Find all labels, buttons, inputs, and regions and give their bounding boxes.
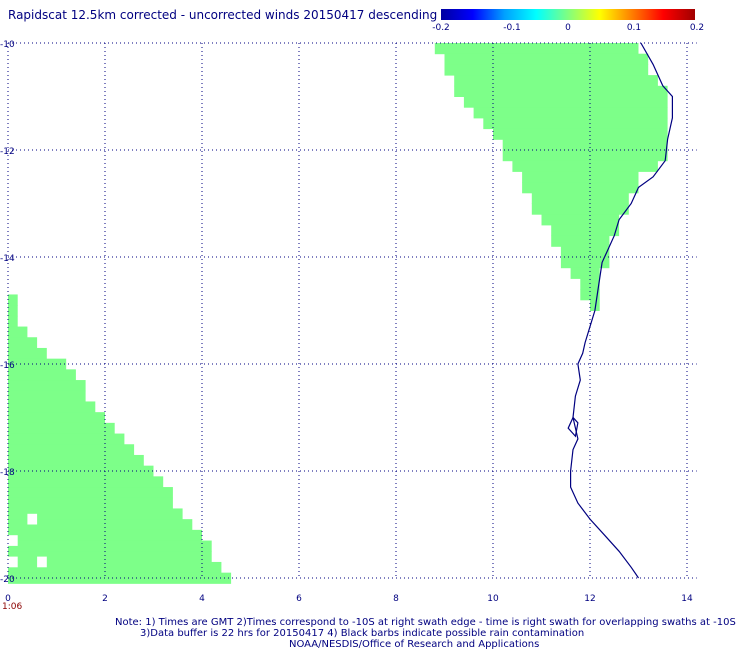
grid-lines	[7, 42, 697, 579]
coastline	[570, 42, 673, 579]
swath-gap-cell	[8, 535, 18, 546]
x-tick-label: 4	[199, 594, 205, 604]
swath-cell-row	[580, 289, 600, 301]
swath-cell-row	[8, 412, 105, 424]
swath-cell-row	[444, 53, 649, 65]
swath-cell-row	[560, 257, 610, 269]
swath-cell-row	[434, 43, 639, 55]
x-tick-labels: 0 2 4 6 8 10 12 14	[5, 594, 693, 604]
swath-cell-row	[8, 551, 212, 563]
swath-cell-row	[590, 299, 600, 311]
swath-cell-row	[8, 294, 18, 306]
wind-swaths	[8, 43, 668, 584]
colorbar-tick-label: -0.1	[503, 23, 521, 33]
swath-cell-row	[8, 337, 38, 349]
swath-cell-row	[8, 487, 173, 499]
swath-cell-row	[502, 139, 668, 151]
swath-cell-row	[8, 540, 212, 552]
swath-cell-row	[8, 561, 222, 574]
swath-cell-row	[8, 305, 18, 317]
y-tick-label: -10	[0, 40, 15, 50]
note-line-2: 3)Data buffer is 22 hrs for 20150417 4) …	[140, 628, 584, 639]
swath-cell-row	[8, 444, 135, 456]
x-tick-label: 0	[5, 594, 11, 604]
swath-cell-row	[541, 214, 620, 226]
y-tick-label: -12	[0, 147, 15, 157]
swath-cell-row	[454, 75, 658, 87]
swath-cell-row	[531, 203, 629, 215]
colorbar-gradient	[441, 9, 695, 20]
x-tick-label: 2	[102, 594, 108, 604]
colorbar-tick-label: -0.2	[432, 23, 450, 33]
note-line-1: Note: 1) Times are GMT 2)Times correspon…	[115, 617, 736, 628]
colorbar	[441, 9, 695, 20]
note-line-3: NOAA/NESDIS/Office of Research and Appli…	[289, 639, 539, 650]
swath-cell-row	[8, 476, 164, 488]
swath-cell-row	[522, 171, 639, 183]
swath-cell-row	[493, 128, 668, 140]
x-tick-label: 10	[487, 594, 499, 604]
x-tick-label: 8	[393, 594, 399, 604]
swath-cell-row	[512, 160, 658, 172]
swath-cell-row	[8, 326, 28, 338]
swath-cell-row	[8, 347, 47, 360]
colorbar-tick-label: 0	[565, 23, 571, 33]
colorbar-tick-label: 0.1	[627, 23, 641, 33]
colorbar-tick-label: 0.2	[690, 23, 704, 33]
colorbar-tick-labels: -0.2 -0.1 0 0.1 0.2	[432, 23, 704, 33]
swath-gap-cell	[8, 556, 18, 568]
swath-cell-row	[473, 107, 668, 119]
swath-cell-row	[8, 497, 173, 509]
y-tick-label: -20	[0, 575, 15, 585]
swath-cell-row	[8, 422, 115, 435]
coastline-inlet	[567, 416, 579, 438]
swath-gap-cell	[37, 556, 47, 568]
x-tick-label: 6	[296, 594, 302, 604]
swath-cell-row	[8, 369, 76, 381]
x-tick-label: 14	[681, 594, 693, 604]
swath-cell-row	[8, 401, 96, 413]
swath-cell-row	[551, 224, 620, 237]
swath-cell-row	[8, 433, 125, 445]
swath-cell-row	[8, 358, 67, 370]
swath-gap-cell	[27, 513, 38, 525]
swath-cell-row	[8, 315, 18, 328]
swath-time-label: 1:06	[2, 602, 22, 612]
swath-cell-row	[8, 519, 193, 531]
swath-cell-row	[522, 182, 639, 194]
y-tick-label: -14	[0, 254, 15, 264]
swath-cell-row	[560, 246, 610, 258]
swath-cell-row	[454, 85, 668, 97]
swath-cell-row	[502, 150, 668, 162]
swath-cell-row	[483, 117, 668, 130]
swath-cell-row	[444, 64, 649, 76]
swath-cell-row	[8, 380, 86, 392]
swath-cell-row	[531, 192, 629, 204]
y-tick-label: -18	[0, 468, 15, 478]
swath-cell-row	[570, 267, 600, 279]
swath-cell-row	[8, 390, 86, 402]
swath-cell-row	[463, 96, 668, 108]
swath-cell-row	[8, 572, 232, 584]
swath-cell-row	[551, 235, 610, 247]
y-tick-label: -16	[0, 361, 15, 371]
swath-cell-row	[8, 508, 183, 520]
plot-area	[7, 42, 697, 584]
chart-title: Rapidscat 12.5km corrected - uncorrected…	[8, 8, 437, 22]
y-tick-labels: -10 -12 -14 -16 -18 -20	[0, 40, 15, 585]
x-tick-label: 12	[584, 594, 595, 604]
swath-cell-row	[8, 454, 144, 467]
